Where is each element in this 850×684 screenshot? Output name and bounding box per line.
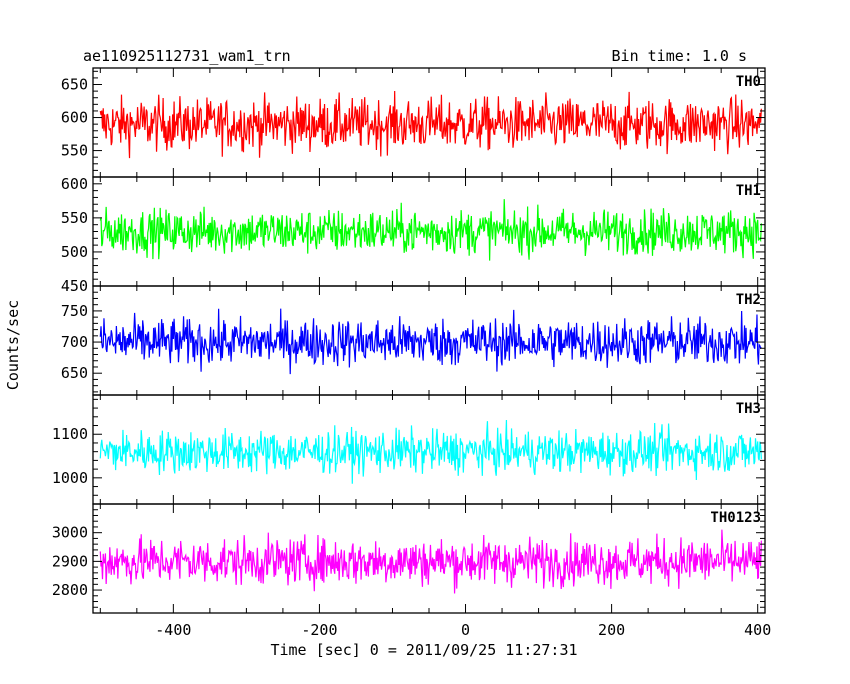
y-tick-label-th2: 700 bbox=[61, 333, 88, 351]
y-tick-label-th0: 650 bbox=[61, 76, 88, 94]
x-axis-label: Time [sec] 0 = 2011/09/25 11:27:31 bbox=[270, 641, 577, 659]
panels-group: TH0 550 600 650 TH1 450 500 550 600 TH2 650 700 750 T… bbox=[52, 67, 771, 639]
x-tick-label: -400 bbox=[155, 621, 191, 639]
panel-label-th1: TH1 bbox=[736, 183, 761, 199]
panel-label-th2: TH2 bbox=[736, 292, 761, 308]
y-axis-label: Counts/sec bbox=[4, 300, 22, 390]
x-tick-label: -200 bbox=[301, 621, 337, 639]
series-line-th3 bbox=[99, 419, 762, 484]
y-tick-label-th2: 650 bbox=[61, 364, 88, 382]
panel-label-th0: TH0 bbox=[736, 74, 761, 90]
chart-title: ae110925112731_wam1_trn bbox=[83, 47, 291, 65]
panel-label-th0123: TH0123 bbox=[710, 510, 761, 526]
y-tick-label-th1: 500 bbox=[61, 243, 88, 261]
y-tick-label-th3: 1100 bbox=[52, 425, 88, 443]
panel-label-th3: TH3 bbox=[736, 401, 761, 417]
y-tick-label-th0123: 3000 bbox=[52, 524, 88, 542]
y-tick-label-th0: 550 bbox=[61, 142, 88, 160]
y-tick-label-th3: 1000 bbox=[52, 469, 88, 487]
y-tick-label-th1: 450 bbox=[61, 277, 88, 295]
series-line-th0 bbox=[99, 90, 762, 159]
bin-time-label: Bin time: 1.0 s bbox=[612, 47, 747, 65]
y-tick-label-th1: 600 bbox=[61, 175, 88, 193]
y-tick-label-th0: 600 bbox=[61, 109, 88, 127]
x-tick-label: 200 bbox=[598, 621, 625, 639]
y-tick-label-th1: 550 bbox=[61, 209, 88, 227]
x-tick-label: 400 bbox=[744, 621, 771, 639]
x-tick-label: 0 bbox=[461, 621, 470, 639]
series-line-th0123 bbox=[99, 529, 762, 594]
y-tick-label-th0123: 2800 bbox=[52, 581, 88, 599]
series-line-th2 bbox=[99, 308, 762, 375]
y-tick-label-th2: 750 bbox=[61, 302, 88, 320]
series-line-th1 bbox=[99, 199, 762, 261]
y-tick-label-th0123: 2900 bbox=[52, 552, 88, 570]
